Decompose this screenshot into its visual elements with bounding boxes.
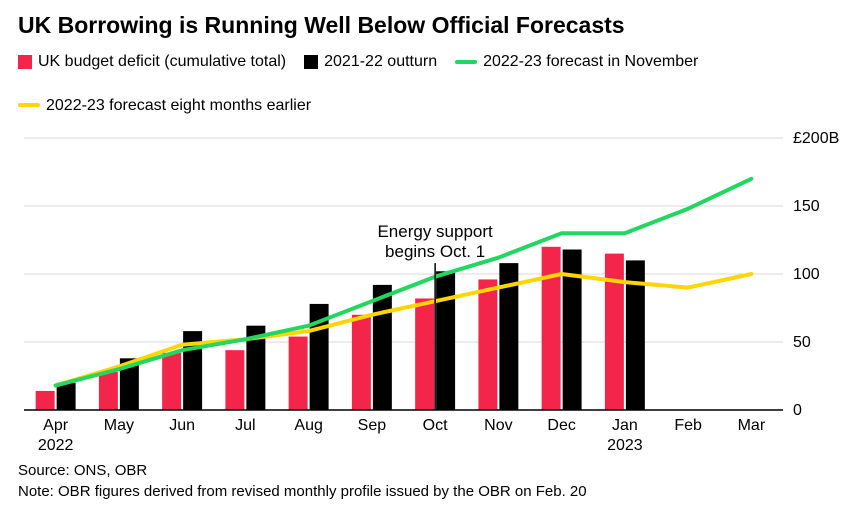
x-year-label: 2023 bbox=[607, 437, 643, 454]
legend-swatch-series1 bbox=[18, 55, 32, 69]
chart-footer: Source: ONS, OBR Note: OBR figures deriv… bbox=[18, 460, 847, 502]
x-tick-label: Mar bbox=[738, 417, 766, 434]
annotation-text-2: begins Oct. 1 bbox=[385, 242, 485, 261]
x-tick-label: Dec bbox=[547, 417, 575, 434]
y-tick-label: 150 bbox=[793, 198, 820, 215]
x-tick-label: May bbox=[104, 417, 134, 434]
x-tick-label: Feb bbox=[674, 417, 702, 434]
bar-red bbox=[36, 391, 55, 410]
bar-red bbox=[162, 353, 181, 410]
x-tick-label: Apr bbox=[43, 417, 69, 434]
x-tick-label: Sep bbox=[358, 417, 387, 434]
bar-red bbox=[289, 337, 308, 410]
chart-title: UK Borrowing is Running Well Below Offic… bbox=[18, 12, 847, 39]
legend-label-series2: 2021-22 outturn bbox=[324, 49, 437, 75]
bar-red bbox=[99, 372, 118, 410]
y-tick-label: 100 bbox=[793, 266, 820, 283]
annotation-text-1: Energy support bbox=[377, 222, 493, 241]
legend-label-series4: 2022-23 forecast eight months earlier bbox=[46, 93, 311, 119]
bar-red bbox=[352, 315, 371, 410]
legend-swatch-series2 bbox=[304, 55, 318, 69]
chart-area: 0 50 100 150 £200B Energy supportbegins Oct. … bbox=[18, 124, 847, 454]
legend: UK budget deficit (cumulative total) 202… bbox=[18, 49, 847, 118]
bar-red bbox=[225, 350, 244, 410]
x-tick-label: Jul bbox=[235, 417, 255, 434]
legend-swatch-series3 bbox=[455, 60, 477, 64]
x-tick-label: Jan bbox=[612, 417, 638, 434]
chart-svg: 0 50 100 150 £200B Energy supportbegins Oct. … bbox=[18, 124, 847, 454]
legend-item-series4: 2022-23 forecast eight months earlier bbox=[18, 93, 311, 119]
legend-item-series1: UK budget deficit (cumulative total) bbox=[18, 49, 286, 75]
bar-red bbox=[478, 280, 497, 411]
x-tick-label: Jun bbox=[169, 417, 195, 434]
x-tick-label: Nov bbox=[484, 417, 512, 434]
y-tick-label: 0 bbox=[793, 402, 802, 419]
legend-item-series3: 2022-23 forecast in November bbox=[455, 49, 698, 75]
source-line: Source: ONS, OBR bbox=[18, 460, 847, 481]
bar-red bbox=[605, 254, 624, 410]
legend-item-series2: 2021-22 outturn bbox=[304, 49, 437, 75]
legend-label-series3: 2022-23 forecast in November bbox=[483, 49, 698, 75]
bar-red bbox=[415, 299, 434, 411]
y-tick-label: £200B bbox=[793, 130, 839, 147]
y-tick-label: 50 bbox=[793, 334, 811, 351]
x-year-label: 2022 bbox=[38, 437, 74, 454]
bar-red bbox=[542, 247, 561, 410]
x-tick-label: Oct bbox=[423, 417, 448, 434]
legend-swatch-series4 bbox=[18, 103, 40, 107]
bar-black bbox=[373, 285, 392, 410]
x-tick-label: Aug bbox=[294, 417, 322, 434]
bar-black bbox=[436, 271, 455, 410]
legend-label-series1: UK budget deficit (cumulative total) bbox=[38, 49, 286, 75]
note-line: Note: OBR figures derived from revised m… bbox=[18, 481, 847, 502]
bar-black bbox=[57, 383, 76, 410]
